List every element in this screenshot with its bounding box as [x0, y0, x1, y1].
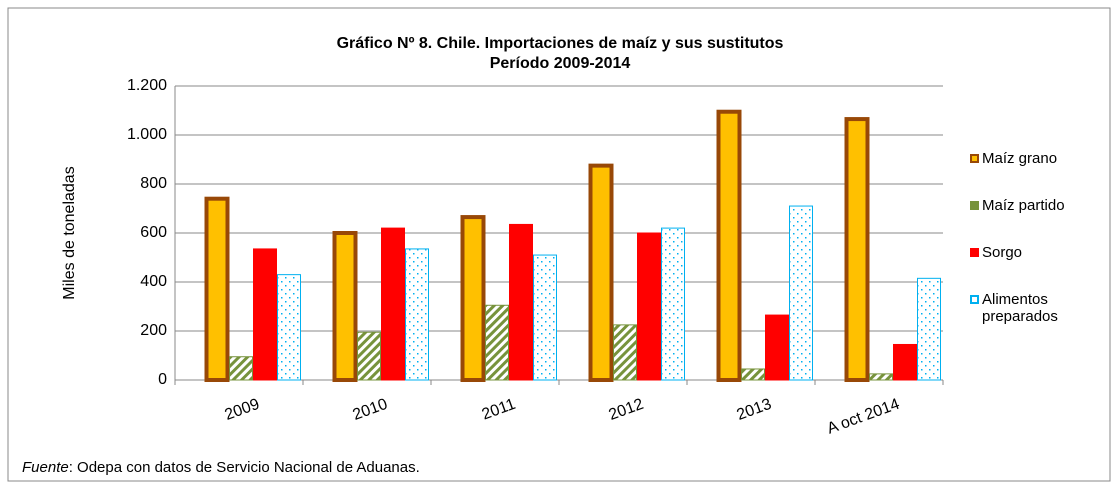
bar — [485, 304, 509, 381]
bar — [277, 274, 301, 381]
bar — [588, 163, 614, 382]
source-text: : Odepa con datos de Servicio Nacional d… — [69, 459, 420, 476]
legend-entry: Alimentos preparados — [970, 291, 1110, 325]
y-tick-label: 400 — [140, 273, 167, 290]
bar — [716, 109, 742, 382]
legend-label: Alimentos preparados — [982, 291, 1058, 325]
bar — [204, 196, 230, 382]
y-tick-label: 800 — [140, 175, 167, 192]
bar — [893, 343, 917, 381]
y-tick-label: 1.200 — [127, 77, 167, 94]
y-tick-label: 600 — [140, 224, 167, 241]
bar — [869, 373, 893, 381]
legend-label: Maíz partido — [982, 197, 1065, 214]
bar — [405, 248, 429, 381]
bar — [253, 248, 277, 381]
legend: Maíz grano Maíz partido Sorgo Alimentos pre… — [970, 150, 1110, 355]
bar — [789, 205, 813, 381]
legend-swatch — [970, 201, 979, 210]
y-axis-label: Miles de toneladas — [61, 166, 78, 299]
chart-title: Período 2009-2014 — [490, 55, 631, 72]
bar — [381, 227, 405, 381]
bar — [741, 368, 765, 381]
x-tick-label: 2012 — [607, 396, 646, 424]
bar — [229, 356, 253, 381]
source: Fuente: Odepa con datos de Servicio Naci… — [22, 459, 420, 476]
bar — [637, 232, 661, 381]
bar — [460, 215, 486, 382]
legend-label: Maíz grano — [982, 150, 1058, 167]
x-tick-label: 2013 — [735, 396, 774, 424]
bar — [613, 324, 637, 381]
bar — [661, 227, 685, 381]
bar — [765, 314, 789, 381]
chart-title: Gráfico Nº 8. Chile. Importaciones de ma… — [337, 35, 784, 52]
bar — [332, 231, 358, 382]
legend-entry: Sorgo — [970, 244, 1110, 261]
bar — [917, 277, 941, 381]
legend-swatch — [970, 248, 979, 257]
frame — [7, 7, 1111, 482]
bar — [509, 223, 533, 381]
legend-label: Sorgo — [982, 244, 1023, 261]
x-tick-label: A oct 2014 — [825, 396, 902, 438]
y-tick-label: 0 — [158, 371, 167, 388]
y-tick-label: 200 — [140, 322, 167, 339]
bar — [844, 117, 870, 382]
source-label: Fuente — [22, 459, 69, 476]
legend-entry: Maíz partido — [970, 197, 1110, 214]
x-tick-label: 2009 — [223, 396, 262, 424]
bar — [533, 254, 557, 381]
x-tick-label: 2011 — [480, 396, 518, 424]
y-tick-label: 1.000 — [127, 126, 167, 143]
x-tick-label: 2010 — [351, 396, 390, 424]
legend-entry: Maíz grano — [970, 150, 1110, 167]
bar — [357, 331, 381, 381]
legend-swatch — [970, 295, 979, 304]
legend-swatch — [970, 154, 979, 163]
